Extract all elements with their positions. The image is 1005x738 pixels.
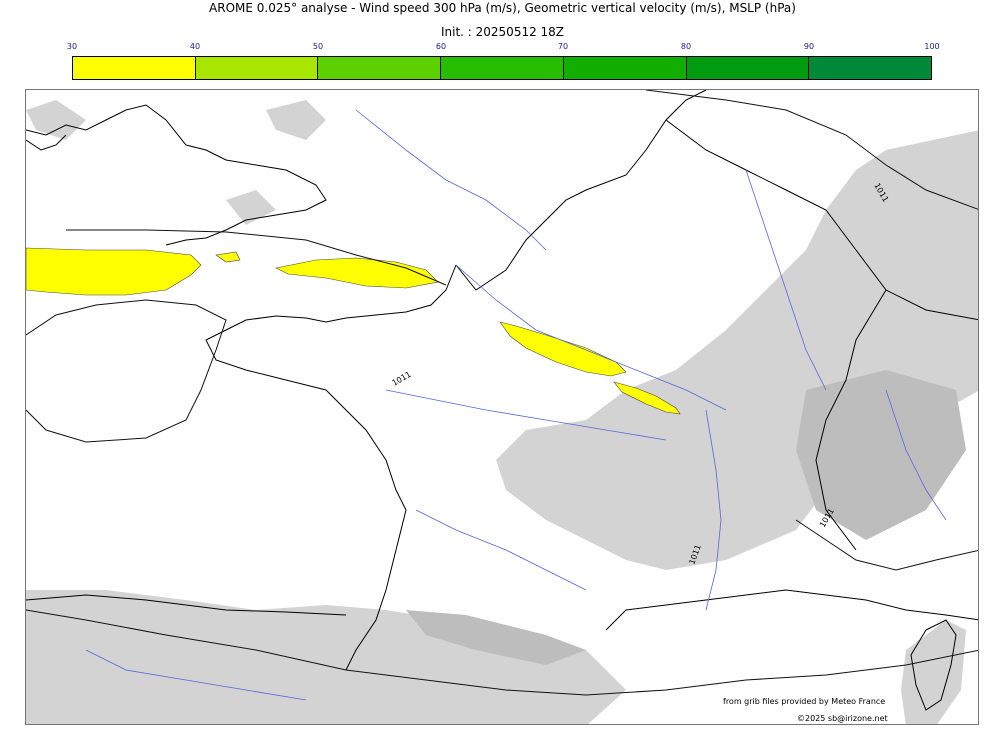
coastlines: [26, 90, 978, 711]
colorbar-segment-60-70: [441, 57, 564, 79]
colorbar-segment-70-80: [563, 57, 687, 79]
colorbar-tick: 40: [189, 42, 201, 51]
colorbar-tick: 70: [557, 42, 569, 51]
chart-title: AROME 0.025° analyse - Wind speed 300 hP…: [209, 1, 796, 15]
isobar-label: 1011: [391, 370, 413, 388]
colorbar-segment-90-100: [809, 57, 932, 79]
colorbar: [72, 56, 932, 80]
colorbar-segment-30-40: [73, 57, 196, 79]
colorbar-tick: 60: [435, 42, 447, 51]
colorbar-segment-50-60: [318, 57, 442, 79]
colorbar-tick: 30: [66, 42, 78, 51]
colorbar-tick: 80: [680, 42, 692, 51]
colorbar-segment-40-50: [195, 57, 319, 79]
jet-stream-areas: [26, 247, 681, 415]
vertical-velocity-shading-dark: [406, 370, 966, 665]
colorbar-segment-80-90: [686, 57, 810, 79]
colorbar-tick: 50: [312, 42, 324, 51]
source-credit: from grib files provided by Meteo France: [723, 697, 886, 706]
colorbar-tick: 90: [803, 42, 815, 51]
weather-map: 1011 1011 1011 1011: [25, 89, 979, 725]
colorbar-tick: 100: [924, 42, 940, 51]
rivers: [85, 109, 947, 701]
map-canvas: 1011 1011 1011 1011: [26, 90, 978, 724]
copyright: ©2025 sb@irizone.net: [797, 714, 888, 723]
init-time: Init. : 20250512 18Z: [440, 25, 565, 39]
isobars: [26, 90, 978, 696]
